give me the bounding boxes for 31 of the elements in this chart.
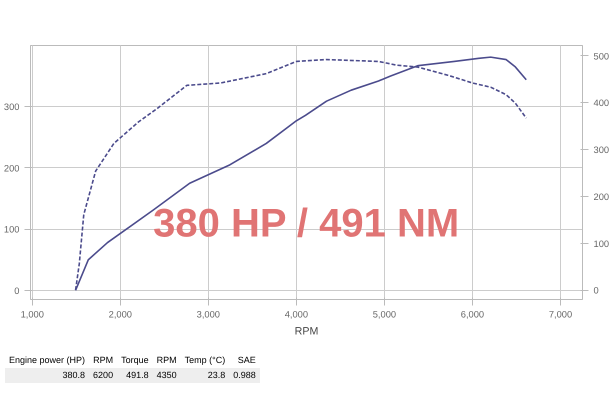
text: Torque bbox=[120, 354, 150, 367]
x-tick-label: 6,000 bbox=[460, 310, 484, 320]
y-tick-label: 200 bbox=[4, 163, 20, 174]
x-tick-label: 3,000 bbox=[196, 310, 220, 320]
text: 491.8 bbox=[125, 368, 150, 382]
y-tick-label: 300 bbox=[4, 102, 20, 112]
text: SAE bbox=[236, 354, 257, 367]
y2-tick-label: 400 bbox=[594, 98, 610, 108]
x-axis-title: RPM bbox=[294, 326, 318, 338]
x-tick-label: 2,000 bbox=[108, 310, 132, 320]
y2-tick-label: 200 bbox=[594, 192, 610, 202]
y2-tick-label: 0 bbox=[594, 286, 599, 296]
text: 4350 bbox=[156, 368, 178, 382]
y2-tick-label: 500 bbox=[594, 51, 610, 62]
x-tick-label: 1,000 bbox=[20, 310, 44, 320]
text: RPM bbox=[156, 354, 178, 367]
text: Temp (°C) bbox=[184, 354, 226, 367]
text: 23.8 bbox=[206, 368, 226, 382]
annotation: 380 HP / 491 NM bbox=[153, 201, 460, 246]
text: 380.8 bbox=[62, 368, 86, 382]
y-tick-label: 0 bbox=[14, 286, 20, 296]
y2-tick-label: 100 bbox=[594, 238, 610, 249]
y-tick-label: 100 bbox=[4, 224, 20, 235]
text: Engine power (HP) bbox=[8, 354, 86, 367]
x-tick-label: 7,000 bbox=[548, 310, 572, 320]
x-tick-label: 4,000 bbox=[284, 310, 308, 320]
text: 6200 bbox=[92, 368, 114, 382]
y2-tick-label: 300 bbox=[594, 145, 610, 156]
text: RPM bbox=[92, 354, 114, 367]
x-tick-label: 5,000 bbox=[372, 310, 396, 320]
text: 0.988 bbox=[232, 368, 257, 382]
